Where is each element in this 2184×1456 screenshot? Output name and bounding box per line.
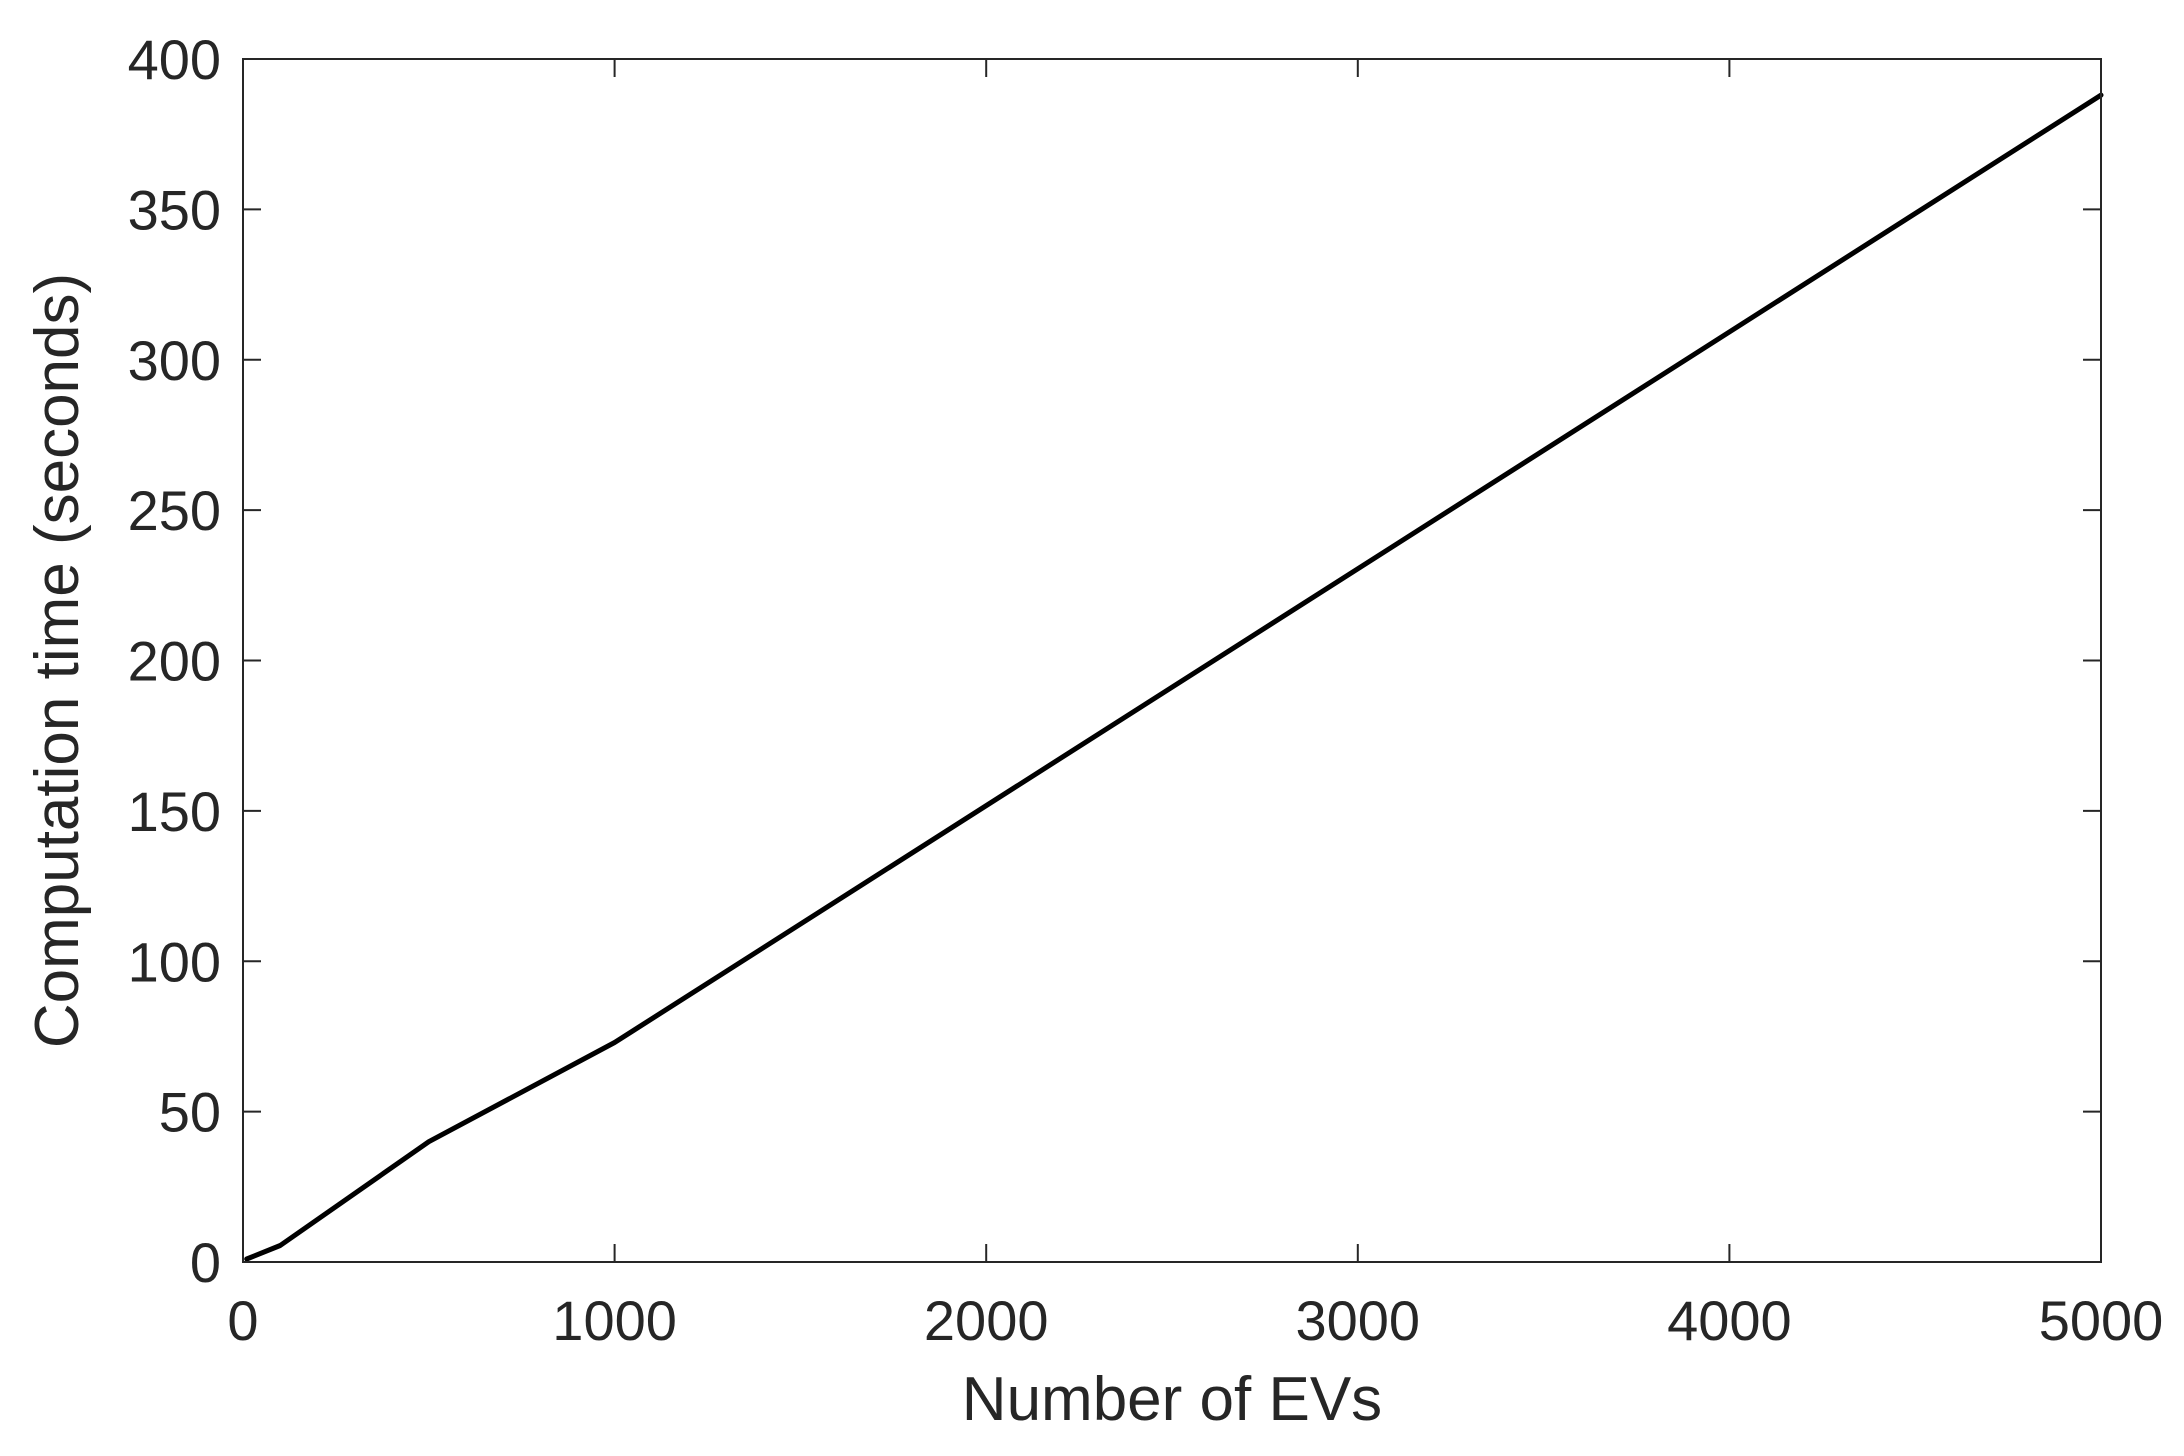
- x-tick-label: 4000: [1667, 1289, 1792, 1352]
- y-tick-label: 150: [128, 780, 221, 843]
- series-line: [244, 92, 2104, 1262]
- x-tick-label: 2000: [924, 1289, 1049, 1352]
- y-axis-title: Computation time (seconds): [23, 273, 92, 1048]
- x-tick-labels: 0 1000 2000 3000 4000 5000: [227, 1289, 2163, 1352]
- y-tick-label: 0: [190, 1231, 221, 1294]
- x-tick-label: 5000: [2039, 1289, 2164, 1352]
- y-tick-label: 400: [128, 28, 221, 91]
- y-tick-label: 250: [128, 479, 221, 542]
- x-axis-title: Number of EVs: [962, 1365, 1382, 1434]
- x-tick-label: 1000: [552, 1289, 677, 1352]
- x-tick-label: 3000: [1296, 1289, 1421, 1352]
- y-tick-label: 350: [128, 178, 221, 241]
- plot-area: [243, 59, 2101, 1262]
- y-tick-label: 200: [128, 630, 221, 693]
- series-layer: [244, 92, 2104, 1262]
- x-tick-label: 0: [227, 1289, 258, 1352]
- y-tick-label: 100: [128, 930, 221, 993]
- y-tick-label: 300: [128, 329, 221, 392]
- y-tick-label: 50: [159, 1081, 221, 1144]
- y-tick-labels: 0 50 100 150 200 250 300 350 400: [128, 28, 221, 1294]
- plot-frame: [242, 58, 2102, 1263]
